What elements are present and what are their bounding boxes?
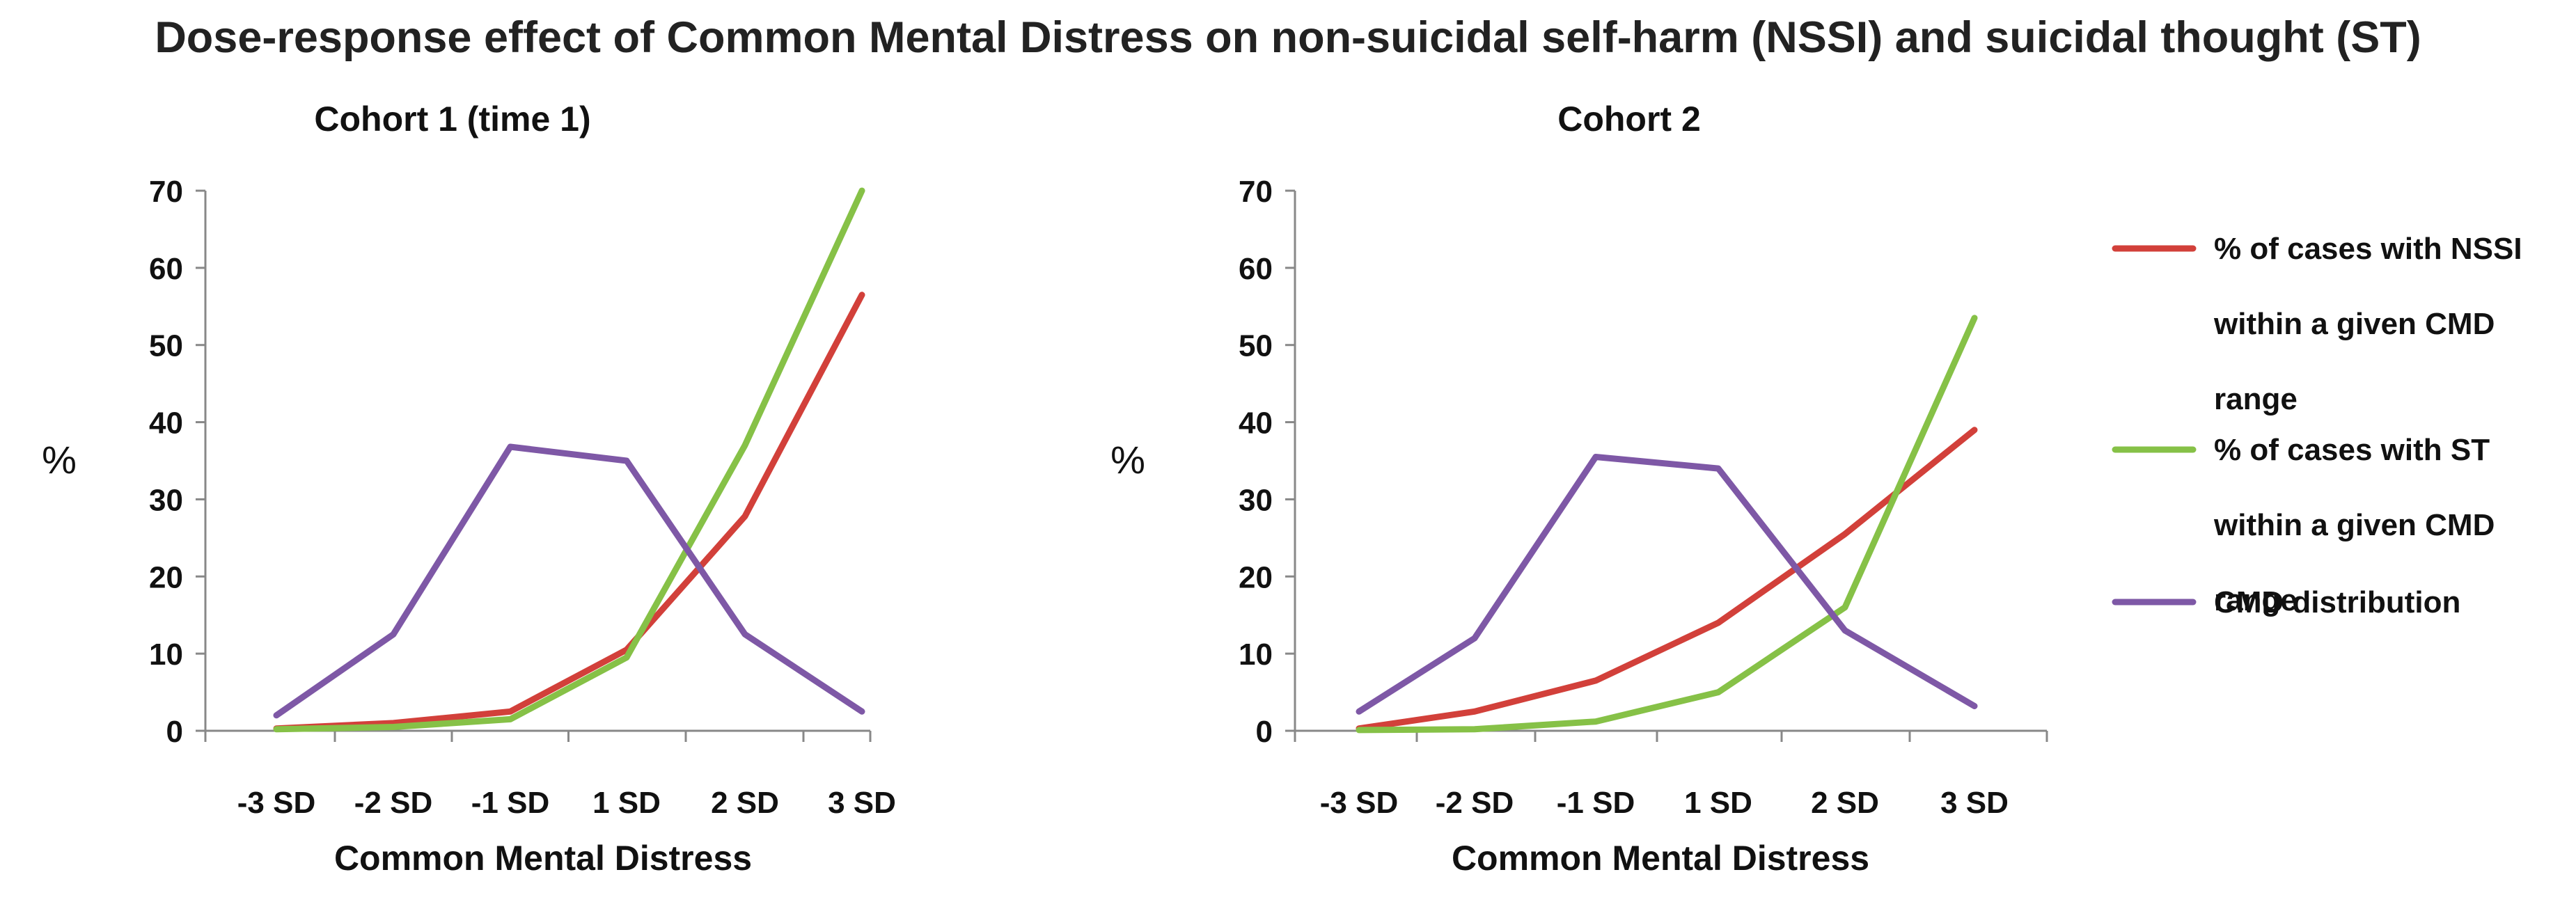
series-line-nssi [273, 292, 865, 732]
y-tick-label: 10 [149, 638, 183, 672]
y-tick-label: 40 [1239, 406, 1273, 441]
chart-2: 0 10 20 30 40 50 60 70 -3 SD -2 SD -1 SD 1 SD 2 SD 3 … [1110, 175, 2048, 878]
legend-label: within a given CMD [2213, 508, 2495, 542]
y-tick-label: 60 [1239, 252, 1273, 286]
series-line-cmd-distribution [1356, 454, 1978, 715]
y-tick-label: 70 [1239, 175, 1273, 209]
x-tick-label: 2 SD [711, 786, 779, 820]
series-line-cmd-distribution [273, 443, 865, 719]
x-tick-label: 3 SD [828, 786, 896, 820]
y-tick-label: 50 [149, 329, 183, 363]
x-tick-label: -2 SD [1436, 786, 1514, 820]
chart-1-title: Cohort 1 (time 1) [314, 100, 591, 139]
y-tick-label: 0 [166, 715, 183, 749]
y-tick-label: 60 [149, 252, 183, 286]
x-tick-label: 3 SD [1940, 786, 2009, 820]
legend-label: range [2214, 583, 2298, 617]
y-tick-label: 50 [1239, 329, 1273, 363]
y-tick-label: 30 [149, 483, 183, 517]
legend-label: range [2214, 382, 2298, 416]
series-line-nssi [1356, 427, 1978, 732]
x-tick-label: -2 SD [354, 786, 432, 820]
x-tick-label: -1 SD [471, 786, 549, 820]
series-line-st [1356, 315, 1978, 734]
x-tick-label: -1 SD [1557, 786, 1635, 820]
x-tick-label: 1 SD [592, 786, 661, 820]
x-axis-title: Common Mental Distress [334, 839, 752, 878]
y-tick-label: 10 [1239, 638, 1273, 672]
y-tick-label: 20 [1239, 560, 1273, 594]
legend-label: % of cases with ST [2214, 433, 2490, 467]
x-tick-label: -3 SD [1320, 786, 1398, 820]
y-tick-label: 30 [1239, 483, 1273, 517]
y-tick-label: 0 [1256, 715, 1273, 749]
y-tick-label: 70 [149, 175, 183, 209]
y-tick-label: 40 [149, 406, 183, 441]
legend-label: within a given CMD [2213, 307, 2495, 341]
series-line-st [273, 187, 865, 733]
y-axis-title: % [1110, 438, 1145, 482]
x-tick-label: 2 SD [1811, 786, 1879, 820]
chart-1: 0 10 20 30 40 50 60 70 -3 SD -2 SD -1 SD 1 SD 2 SD 3 … [42, 175, 896, 878]
x-axis-title: Common Mental Distress [1452, 839, 1869, 878]
x-tick-label: -3 SD [237, 786, 315, 820]
legend-label: % of cases with NSSI [2214, 232, 2522, 266]
y-axis-title: % [42, 438, 77, 482]
legend: % of cases with NSSI within a given CMD ra… [2112, 232, 2522, 619]
chart-2-title: Cohort 2 [1557, 100, 1701, 139]
figure-title: Dose-response effect of Common Mental Di… [155, 13, 2421, 62]
x-tick-label: 1 SD [1684, 786, 1752, 820]
legend-label: CMD distribution [2214, 585, 2460, 619]
y-tick-label: 20 [149, 560, 183, 594]
